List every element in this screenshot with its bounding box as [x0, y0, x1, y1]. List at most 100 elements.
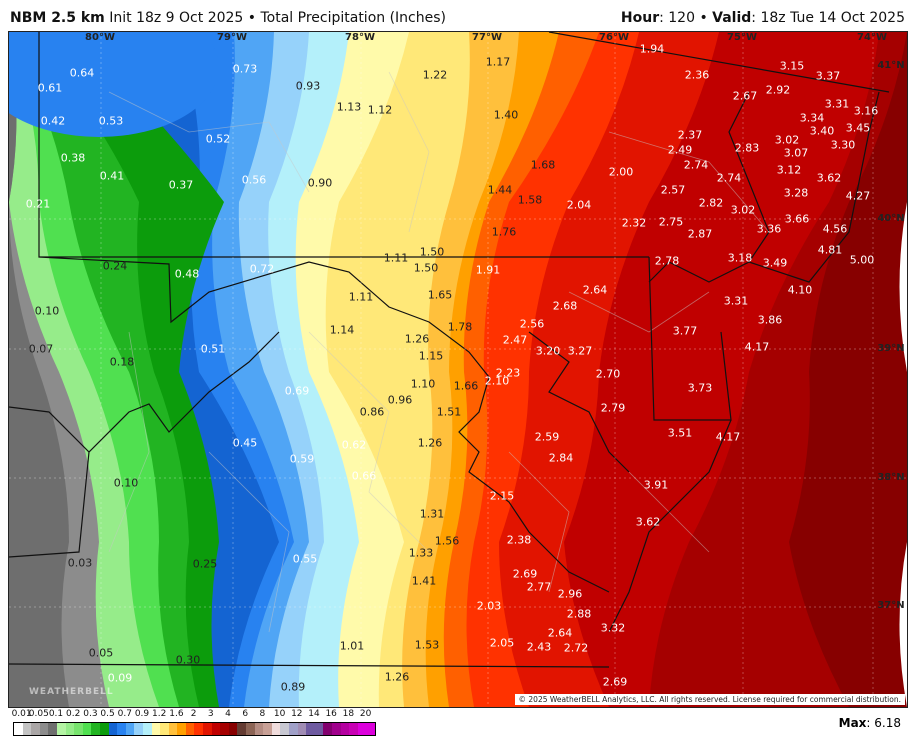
valid-time: Hour: 120 • Valid: 18z Tue 14 Oct 2025: [621, 10, 905, 26]
precip-value-label: 0.42: [40, 114, 66, 128]
colorbar-swatch: [74, 723, 83, 735]
precip-value-label: 3.15: [779, 59, 805, 73]
colorbar-swatch: [331, 723, 341, 735]
model-name: NBM 2.5 km: [10, 10, 105, 26]
colorbar-swatch: [108, 723, 118, 735]
max-label: Max: [838, 716, 867, 730]
precip-value-label: 1.12: [367, 103, 393, 117]
colorbar-swatch: [366, 723, 375, 735]
longitude-label: 79°W: [217, 32, 247, 43]
precip-value-label: 0.10: [113, 476, 139, 490]
copyright-notice: © 2025 WeatherBELL Analytics, LLC. All r…: [514, 694, 905, 705]
colorbar-swatch: [280, 723, 289, 735]
colorbar-swatch: [323, 723, 332, 735]
colorbar-swatch: [142, 723, 152, 735]
colorbar-swatch: [48, 723, 57, 735]
colorbar-swatch: [160, 723, 169, 735]
colorbar-tick-label: 10: [273, 709, 286, 719]
precip-value-label: 1.50: [413, 261, 439, 275]
init-and-field: Init 18z 9 Oct 2025 • Total Precipitatio…: [109, 10, 446, 26]
latitude-label: 37°N: [877, 600, 905, 611]
colorbar-swatch: [254, 723, 264, 735]
colorbar-swatch: [177, 723, 186, 735]
precip-value-label: 2.04: [566, 198, 592, 212]
colorbar-swatch: [151, 723, 161, 735]
precip-value-label: 2.64: [582, 283, 608, 297]
colorbar-swatch: [82, 723, 92, 735]
colorbar-tick-label: 1.2: [152, 709, 167, 719]
precipitation-map: 0.64 0.61 0.42 0.53 0.38 0.41 0.37 0.21 0.52 0.56…: [8, 31, 908, 708]
colorbar-swatch: [134, 723, 143, 735]
precip-value-label: 3.34: [799, 111, 825, 125]
precip-value-label: 2.67: [732, 89, 758, 103]
precip-value-label: 0.48: [174, 267, 200, 281]
precip-value-label: 0.07: [28, 342, 54, 356]
colorbar-tick-label: 20: [359, 709, 372, 719]
longitude-label: 74°W: [857, 32, 887, 43]
precip-value-label: 2.74: [716, 171, 742, 185]
precip-value-label: 0.64: [69, 66, 95, 80]
precip-value-label: 2.59: [534, 430, 560, 444]
precip-value-label: 2.84: [548, 451, 574, 465]
precip-value-label: 2.78: [654, 254, 680, 268]
precip-value-label: 3.91: [643, 478, 669, 492]
precip-value-label: 2.23: [495, 366, 521, 380]
precip-value-label: 4.27: [845, 189, 871, 203]
precip-value-label: 1.26: [384, 670, 410, 684]
precip-value-label: 2.37: [677, 128, 703, 142]
colorbar-swatch: [117, 723, 126, 735]
precip-value-label: 0.03: [67, 556, 93, 570]
precip-value-label: 1.58: [517, 193, 543, 207]
precip-value-label: 2.79: [600, 401, 626, 415]
colorbar-tick-label: 6: [242, 709, 249, 719]
precip-value-label: 1.65: [427, 288, 453, 302]
precip-value-label: 1.14: [329, 323, 355, 337]
colorbar-swatch: [263, 723, 272, 735]
colorbar-swatch: [306, 723, 315, 735]
latitude-label: 39°N: [877, 343, 905, 354]
colorbar-ticks: 0.01 0.05 0.1 0.2 0.3 0.5 0.7 0.9 1.2 1.6 2 3 4 6 8 10 1…: [0, 709, 400, 721]
precip-value-label: 3.73: [687, 381, 713, 395]
precip-value-label: 0.18: [109, 355, 135, 369]
latitude-label: 38°N: [877, 472, 905, 483]
precip-value-label: 1.26: [417, 436, 443, 450]
colorbar-tick-label: 16: [325, 709, 337, 719]
precip-value-label: 0.21: [25, 197, 51, 211]
precip-value-label: 2.03: [476, 599, 502, 613]
map-title: NBM 2.5 km Init 18z 9 Oct 2025 • Total P…: [10, 10, 446, 26]
precip-value-label: 4.81: [817, 243, 843, 257]
colorbar-tick-label: 14: [308, 709, 320, 719]
precip-value-label: 3.45: [845, 121, 871, 135]
colorbar-tick-label: 0.2: [66, 709, 81, 719]
precip-value-label: 2.74: [683, 158, 709, 172]
valid-value: : 18z Tue 14 Oct 2025: [751, 10, 905, 26]
precip-value-label: 2.32: [621, 216, 647, 230]
colorbar-swatch: [314, 723, 324, 735]
colorbar-swatch: [22, 723, 32, 735]
precip-value-label: 2.83: [734, 141, 760, 155]
precip-value-label: 4.10: [787, 283, 813, 297]
precip-value-label: 3.62: [816, 171, 842, 185]
precip-value-label: 1.50: [419, 245, 445, 259]
precip-value-label: 2.68: [552, 299, 578, 313]
longitude-label: 75°W: [727, 32, 757, 43]
colorbar-tick-label: 0.7: [117, 709, 132, 719]
colorbar-swatch: [357, 723, 367, 735]
precip-value-label: 0.93: [295, 79, 321, 93]
precip-value-label: 1.68: [530, 158, 556, 172]
colorbar-swatch: [271, 723, 281, 735]
precip-value-label: 0.41: [99, 169, 125, 183]
precip-value-label: 2.38: [506, 533, 532, 547]
precip-value-label: 2.88: [566, 607, 592, 621]
colorbar-swatch: [39, 723, 49, 735]
longitude-label: 76°W: [599, 32, 629, 43]
precip-value-label: 2.64: [547, 626, 573, 640]
longitude-label: 80°W: [85, 32, 115, 43]
colorbar-swatch: [125, 723, 135, 735]
max-value: Max: 6.18: [839, 716, 901, 730]
precip-value-label: 2.05: [489, 636, 515, 650]
precip-value-label: 2.56: [519, 317, 545, 331]
latitude-label: 40°N: [877, 213, 905, 224]
precip-value-label: 1.13: [336, 100, 362, 114]
precip-value-label: 1.22: [422, 68, 448, 82]
